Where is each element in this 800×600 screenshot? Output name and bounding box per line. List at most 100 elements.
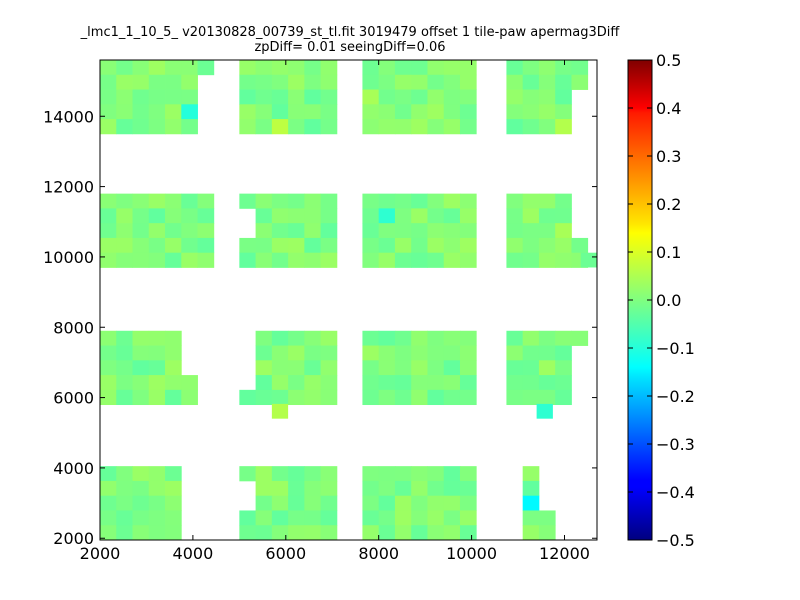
heatmap-cell xyxy=(288,252,305,268)
heatmap-cell xyxy=(320,510,338,526)
heatmap-cell xyxy=(320,60,338,76)
heatmap-cell xyxy=(362,360,380,376)
heatmap-cell xyxy=(320,480,338,497)
heatmap-cell xyxy=(271,345,289,361)
heatmap-cell xyxy=(320,389,338,406)
heatmap-cell xyxy=(378,193,396,209)
heatmap-cell xyxy=(288,466,305,482)
heatmap-cell xyxy=(148,480,166,497)
heatmap-cell xyxy=(427,104,445,120)
heatmap-cell xyxy=(427,360,445,376)
heatmap-cell xyxy=(255,330,273,346)
heatmap-cell xyxy=(239,74,257,90)
heatmap-cell xyxy=(459,345,477,361)
heatmap-cell xyxy=(132,74,150,90)
heatmap-cell xyxy=(255,237,273,254)
heatmap-cell xyxy=(522,223,540,239)
heatmap-cell xyxy=(411,345,428,361)
heatmap-cell xyxy=(271,389,289,406)
heatmap-cell xyxy=(362,252,380,268)
heatmap-cell xyxy=(538,375,556,391)
heatmap-cell xyxy=(459,495,477,511)
heatmap-cell xyxy=(443,525,461,540)
heatmap-cell xyxy=(362,525,380,540)
heatmap-cell xyxy=(116,466,133,482)
heatmap-cell xyxy=(304,480,322,497)
heatmap-cell xyxy=(522,193,540,209)
heatmap-cell xyxy=(427,89,445,105)
heatmap-cell xyxy=(255,389,273,406)
heatmap-cell xyxy=(100,119,117,135)
heatmap-cell xyxy=(288,60,305,76)
heatmap-cell xyxy=(255,345,273,361)
heatmap-cell xyxy=(394,208,412,224)
heatmap-cell xyxy=(271,330,289,346)
heatmap-cell xyxy=(116,60,133,76)
heatmap-cell xyxy=(411,495,428,511)
heatmap-cell xyxy=(116,89,133,105)
heatmap-cell xyxy=(116,525,133,540)
heatmap-cell xyxy=(304,193,322,209)
heatmap-cell xyxy=(555,223,572,239)
heatmap-cell xyxy=(427,466,445,482)
heatmap-cell xyxy=(148,375,166,391)
heatmap-cell xyxy=(165,330,182,346)
heatmap-cell xyxy=(443,495,461,511)
heatmap-cell xyxy=(165,480,182,497)
heatmap-cell xyxy=(362,495,380,511)
heatmap-cell xyxy=(411,525,428,540)
heatmap-cell xyxy=(378,223,396,239)
heatmap-cell xyxy=(304,60,322,76)
heatmap-cell xyxy=(165,345,182,361)
heatmap-cell xyxy=(304,237,322,254)
heatmap-cell xyxy=(538,237,556,254)
y-tick-label: 4000 xyxy=(53,459,94,478)
heatmap-cell xyxy=(378,208,396,224)
heatmap-cell xyxy=(320,208,338,224)
heatmap-cell xyxy=(304,330,322,346)
heatmap-cell xyxy=(132,525,150,540)
heatmap-cell xyxy=(506,389,524,406)
heatmap-cell xyxy=(378,74,396,90)
heatmap-cell xyxy=(394,252,412,268)
heatmap-cell xyxy=(459,360,477,376)
plot-frame xyxy=(99,59,598,541)
x-tick-label: 10000 xyxy=(446,544,497,563)
heatmap-cell xyxy=(148,330,166,346)
heatmap-cell xyxy=(362,466,380,482)
heatmap-cell xyxy=(255,74,273,90)
heatmap-cell xyxy=(506,74,524,90)
heatmap-cell xyxy=(320,495,338,511)
heatmap-cell xyxy=(132,252,150,268)
heatmap-cell xyxy=(443,74,461,90)
colorbar-tick-label: 0.0 xyxy=(656,291,681,310)
heatmap-cell xyxy=(100,330,117,346)
heatmap-cell xyxy=(271,89,289,105)
heatmap-cell xyxy=(181,375,198,391)
heatmap-cell xyxy=(239,104,257,120)
heatmap-cell xyxy=(320,360,338,376)
heatmap-cell xyxy=(394,74,412,90)
heatmap-cell xyxy=(148,223,166,239)
heatmap-cell xyxy=(443,223,461,239)
heatmap-cell xyxy=(239,237,257,254)
heatmap-cell xyxy=(320,119,338,135)
heatmap-cell xyxy=(427,345,445,361)
heatmap-cell xyxy=(100,223,117,239)
heatmap-cell xyxy=(304,375,322,391)
heatmap-cell xyxy=(459,375,477,391)
heatmap-cell xyxy=(288,330,305,346)
heatmap-cell xyxy=(320,525,338,540)
heatmap-cell xyxy=(132,389,150,406)
heatmap-cell xyxy=(538,104,556,120)
heatmap-cell xyxy=(181,389,198,406)
heatmap-cell xyxy=(522,252,540,268)
heatmap-cell xyxy=(555,360,572,376)
heatmap-cell xyxy=(378,89,396,105)
colorbar-tick-label: −0.1 xyxy=(656,339,695,358)
heatmap-cell xyxy=(255,495,273,511)
heatmap-cell xyxy=(411,237,428,254)
heatmap-cell xyxy=(181,119,198,135)
heatmap-cell xyxy=(427,375,445,391)
heatmap-cell xyxy=(362,375,380,391)
